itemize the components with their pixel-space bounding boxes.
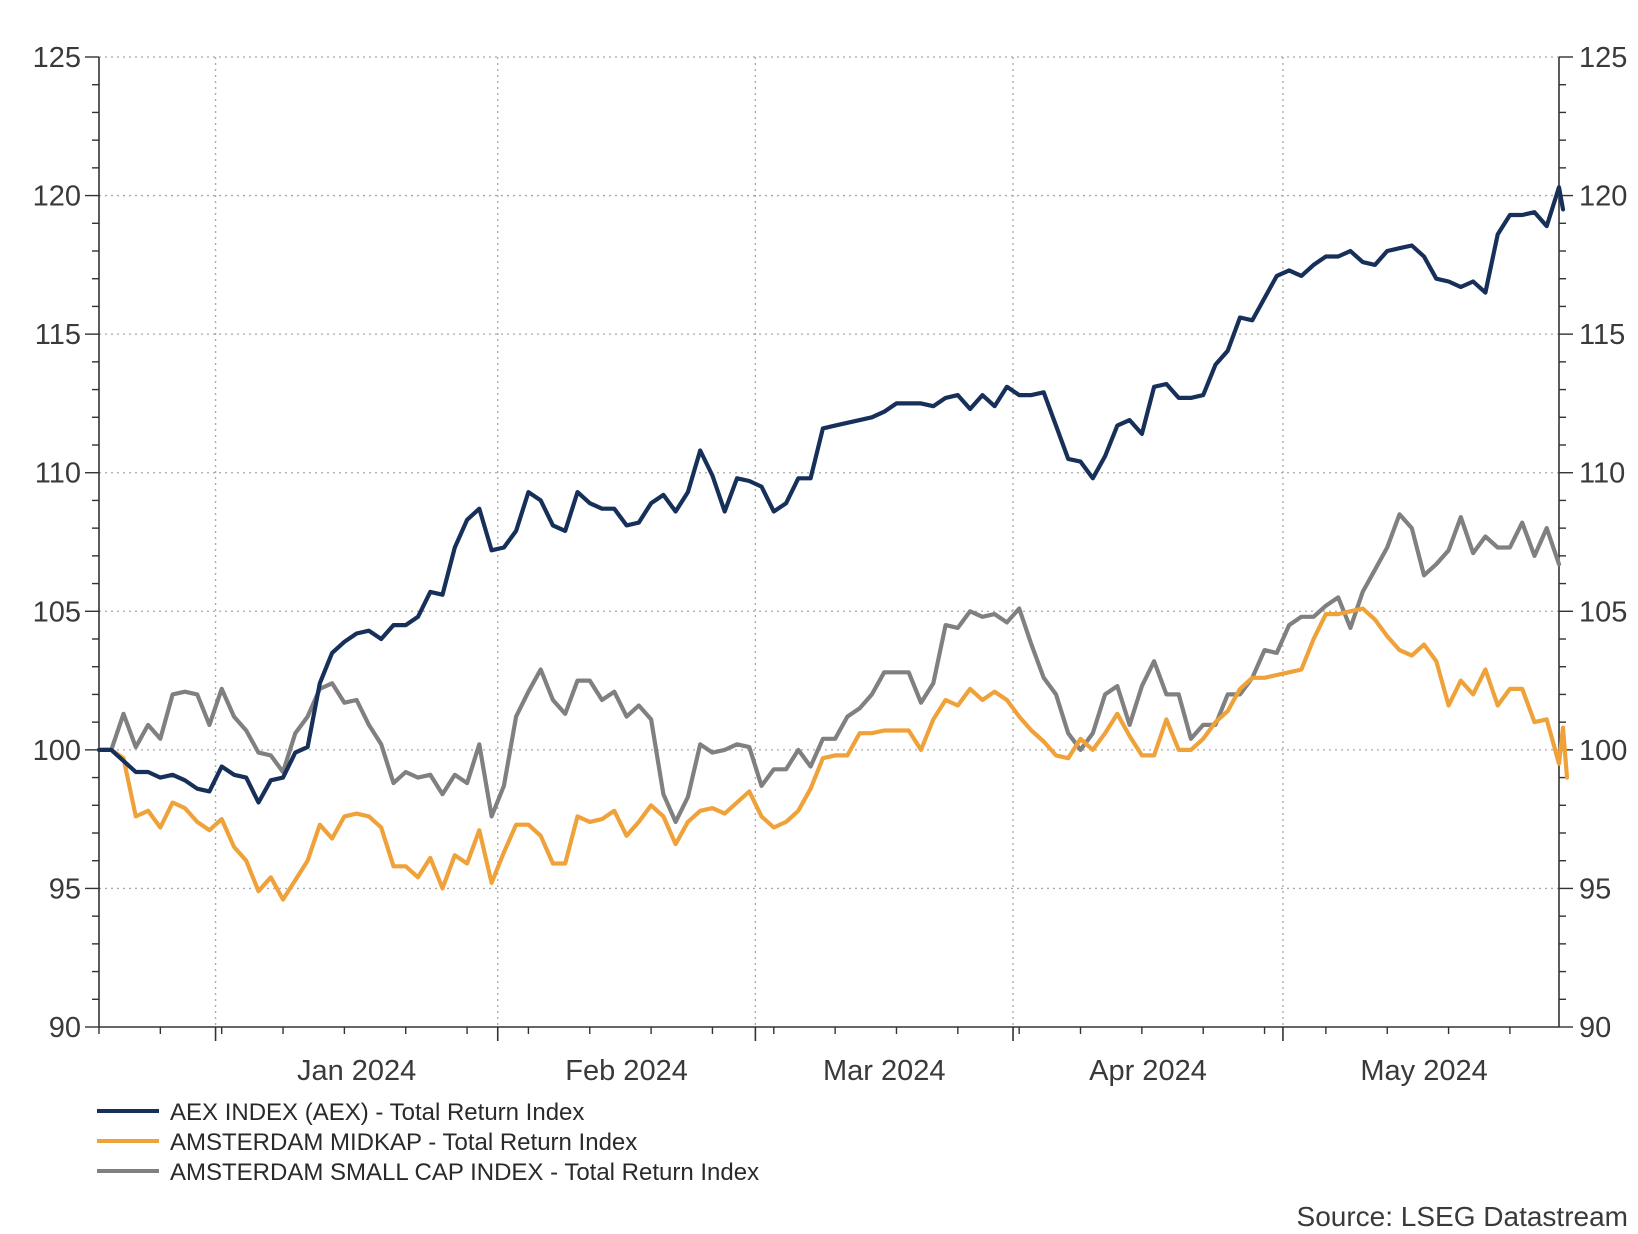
y-tick-label-left-100: 100 (33, 735, 81, 767)
axes (85, 56, 1573, 1041)
y-tick-label-left-115: 115 (35, 319, 81, 351)
legend: AEX INDEX (AEX) - Total Return Index AMS… (97, 1099, 759, 1186)
y-tick-label-left-105: 105 (33, 596, 81, 628)
series-line-smallcap (96, 512, 1562, 825)
legend-item-aex: AEX INDEX (AEX) - Total Return Index (97, 1099, 584, 1126)
source-note: Source: LSEG Datastream (1297, 1201, 1628, 1232)
y-tick-label-right-115: 115 (1579, 319, 1625, 351)
legend-item-smallcap: AMSTERDAM SMALL CAP INDEX - Total Return… (97, 1159, 759, 1186)
y-tick-label-right-125: 125 (1579, 42, 1627, 74)
y-tick-label-left-125: 125 (33, 42, 81, 74)
series-line-aex (96, 185, 1566, 805)
y-tick-label-right-100: 100 (1579, 735, 1627, 767)
x-tick-label-3: Apr 2024 (1089, 1055, 1207, 1087)
x-tick-label-4: May 2024 (1360, 1055, 1487, 1087)
y-tick-label-right-110: 110 (1579, 458, 1625, 490)
y-tick-label-left-120: 120 (33, 181, 81, 213)
y-tick-label-left-95: 95 (49, 873, 81, 905)
y-tick-label-right-90: 90 (1579, 1012, 1611, 1044)
x-tick-label-1: Feb 2024 (565, 1055, 688, 1087)
x-tick-label-2: Mar 2024 (823, 1055, 946, 1087)
y-tick-label-right-95: 95 (1579, 873, 1611, 905)
series-lines (96, 185, 1570, 902)
grid-lines (99, 56, 1559, 1027)
x-tick-label-0: Jan 2024 (297, 1055, 416, 1087)
legend-item-midkap: AMSTERDAM MIDKAP - Total Return Index (97, 1129, 637, 1156)
y-tick-label-left-110: 110 (35, 458, 81, 490)
legend-label-smallcap: AMSTERDAM SMALL CAP INDEX - Total Return… (170, 1159, 759, 1186)
series-line-midkap (96, 606, 1570, 902)
tick-labels: 90 90 95 95 100 100 105 105 110 110 115 115 120 120 12… (33, 42, 1628, 1087)
legend-label-midkap: AMSTERDAM MIDKAP - Total Return Index (170, 1129, 637, 1156)
y-tick-label-right-120: 120 (1579, 181, 1627, 213)
y-tick-label-right-105: 105 (1579, 596, 1627, 628)
legend-label-aex: AEX INDEX (AEX) - Total Return Index (170, 1099, 584, 1126)
y-tick-label-left-90: 90 (49, 1012, 81, 1044)
